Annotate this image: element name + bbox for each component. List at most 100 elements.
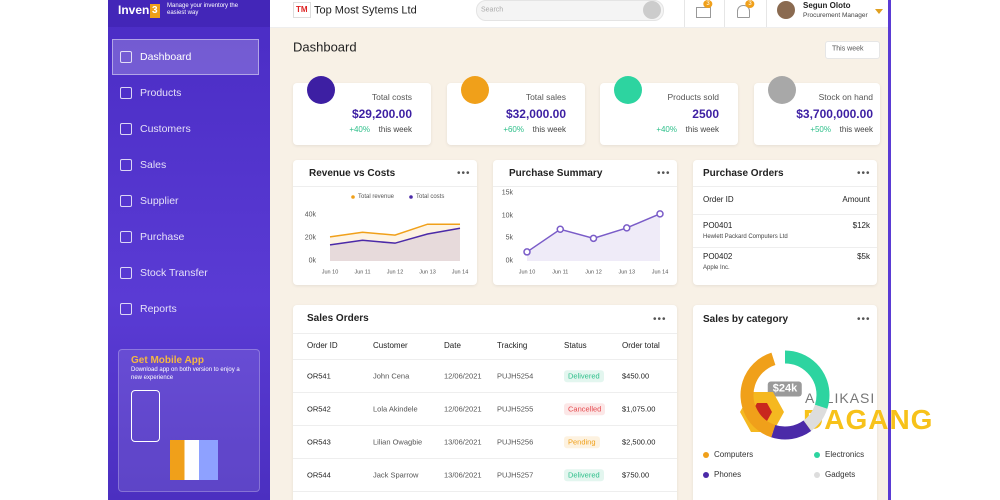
watermark-text: DAGANG [803,404,934,435]
kpi-change: +40% [349,125,370,134]
menu-item[interactable]: Stock Transfer [140,266,208,279]
more-menu[interactable]: ••• [857,168,871,179]
more-menu[interactable]: ••• [653,314,667,325]
menu-icon [120,231,132,243]
card-title: Purchase Orders [703,168,784,179]
column-header: Tracking [497,341,528,350]
legend-swatch [703,452,709,458]
purchase-orders-card [693,160,877,285]
right-edge [888,0,891,500]
row-divider [293,392,677,393]
promo-text: Download app on both version to enjoy a … [131,367,240,381]
mail-badge: 3 [703,0,713,8]
cell: Lilian Owagbie [373,437,423,447]
y-tick-label: 0k [505,257,513,265]
kpi-change: +40% [656,125,677,134]
bell-badge: 3 [745,0,755,8]
x-tick-label: Jun 10 [321,269,339,276]
card-divider [293,186,477,187]
cell: $1,075.00 [622,404,656,414]
legend-label: Electronics [825,450,865,459]
legend-label: Total costs [416,194,445,200]
amount: $5k [857,252,870,261]
kpi-icon [768,76,796,104]
cell: 12/06/2021 [444,371,482,381]
y-tick-label: 40k [304,211,316,219]
kpi-period: this week [532,125,566,134]
avatar[interactable] [777,1,795,19]
menu-icon [120,87,132,99]
menu-icon [120,303,132,315]
search-placeholder: Search [481,6,504,14]
x-tick-label: Jun 10 [518,269,536,276]
row-divider [293,425,677,426]
column-header: Order total [622,341,660,350]
column-header: Order ID [703,195,734,204]
period-select[interactable] [825,41,880,59]
promo-title: Get Mobile App [131,355,204,366]
more-menu[interactable]: ••• [857,314,871,325]
kpi-label: Products sold [667,91,720,102]
menu-item[interactable]: Customers [140,122,191,135]
x-tick-label: Jun 11 [552,269,569,276]
x-tick-label: Jun 12 [585,269,602,276]
legend-swatch [814,452,820,458]
x-tick-label: Jun 12 [386,269,404,276]
legend-swatch [814,472,820,478]
sidebar [108,0,270,500]
x-tick-label: Jun 13 [419,269,436,276]
order-id: PO0401 [703,221,733,230]
kpi-period: this week [685,125,719,134]
chart-card [293,160,477,285]
card-divider [493,186,677,187]
tagline: Manage your inventory the easiest way [167,2,239,16]
legend-swatch [703,472,709,478]
column-header: Status [564,341,587,350]
sidebar-top [108,0,270,27]
legend-label: Phones [714,470,742,479]
header-divider [766,0,767,27]
header-divider [684,0,685,27]
menu-icon [120,123,132,135]
more-menu[interactable]: ••• [657,168,671,179]
kpi-period: this week [378,125,412,134]
card-divider [293,333,677,334]
search-box[interactable] [476,0,664,21]
page-title: Dashboard [293,39,357,55]
kpi-change: +50% [810,125,831,134]
kpi-change: +60% [503,125,524,134]
kpi-label: Stock on hand [818,91,873,102]
cell: PUJH5257 [497,470,534,480]
x-tick-label: Jun 13 [618,269,636,276]
menu-item[interactable]: Sales [140,158,167,171]
column-header: Customer [373,341,408,350]
amount: $12k [852,221,870,230]
row-divider [293,458,677,459]
watermark-text: APLIKASI [805,390,876,406]
cell: OR541 [307,371,331,381]
menu-item[interactable]: Dashboard [140,50,192,63]
bell-icon[interactable] [737,5,750,18]
kpi-label: Total costs [371,91,412,102]
menu-item[interactable]: Supplier [140,194,179,207]
row-divider [693,214,877,215]
mail-icon[interactable] [696,7,711,18]
y-tick-label: 15k [501,189,513,197]
y-tick-label: 10k [501,212,513,220]
period-label: This week [832,45,864,53]
cell: 12/06/2021 [444,404,482,414]
column-header: Date [444,341,461,350]
y-tick-label: 0k [308,257,316,265]
menu-icon [120,159,132,171]
header-divider [724,0,725,27]
kpi-value: 2500 [692,107,719,121]
menu-item[interactable]: Products [140,86,182,99]
search-button[interactable] [643,1,661,19]
user-caret[interactable] [875,9,883,14]
card-divider [693,186,877,187]
menu-item[interactable]: Purchase [140,230,185,243]
menu-item[interactable]: Reports [140,302,177,315]
kpi-value: $29,200.00 [351,107,412,121]
more-menu[interactable]: ••• [457,168,471,179]
cell: $2,500.00 [622,437,656,447]
